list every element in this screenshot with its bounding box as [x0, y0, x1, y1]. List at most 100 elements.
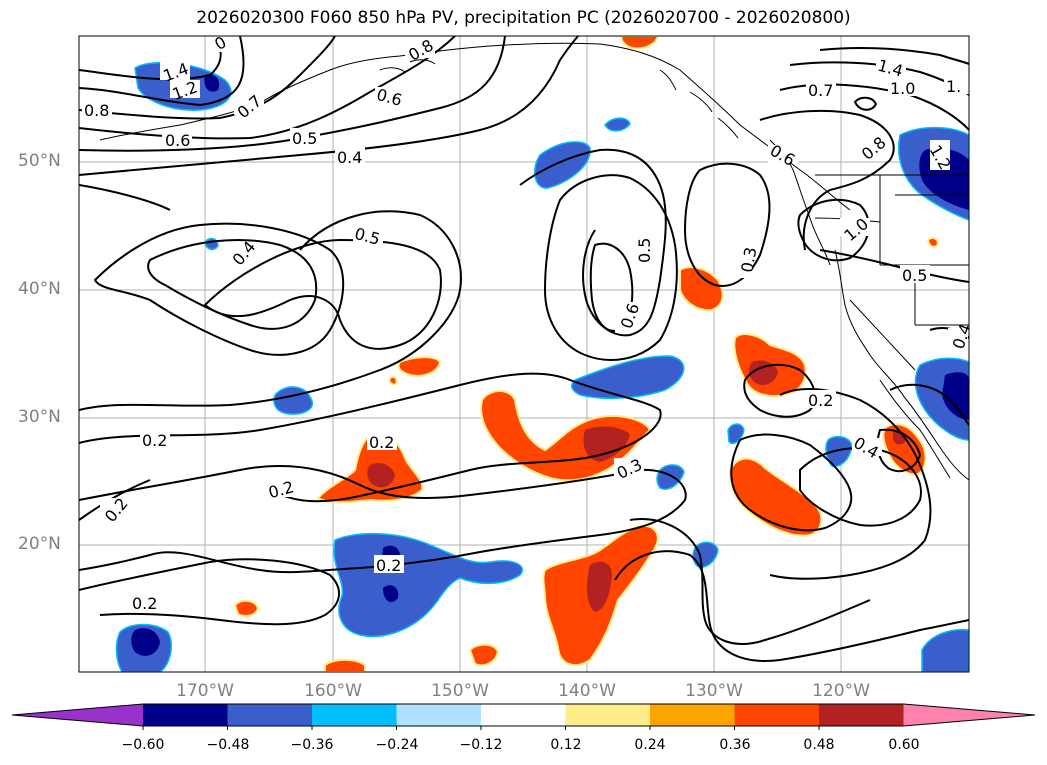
pv-contour [797, 198, 870, 262]
lon-label: 150°W [431, 681, 489, 701]
colorbar-segment [227, 704, 313, 726]
contour-label: 0.5 [635, 238, 654, 263]
us-west-coast [834, 249, 969, 481]
precip-blob [570, 355, 685, 400]
pv-contour [799, 447, 922, 527]
pv-contour [769, 387, 932, 580]
pv-contour [79, 36, 579, 176]
lat-label: 50°N [18, 151, 61, 171]
precip-core [367, 463, 395, 488]
colorbar-tick-label: −0.24 [375, 737, 419, 753]
colorbar [11, 703, 1036, 730]
pv-contour [743, 363, 817, 418]
precip-blob [397, 356, 442, 377]
lon-label: 170°W [176, 681, 234, 701]
precip-core [942, 372, 969, 420]
colorbar-tick-label: 0.36 [719, 737, 751, 753]
lon-label: 140°W [558, 681, 616, 701]
contour-label: 0.7 [808, 81, 833, 100]
colorbar-segment [312, 704, 397, 726]
contour-label: 0.2 [369, 433, 394, 452]
contour-label: 0.2 [376, 556, 401, 575]
precip-blob [388, 375, 398, 386]
precip-blob [921, 628, 969, 672]
precip-blob [273, 386, 314, 415]
pv-contour [79, 36, 456, 140]
precip-core [131, 628, 160, 656]
colorbar-segment [565, 704, 651, 726]
pv-contour [79, 36, 506, 152]
lon-label: 160°W [304, 681, 362, 701]
colorbar-segment [396, 704, 482, 726]
precip-blob [926, 236, 940, 248]
colorbar-segment [650, 704, 735, 726]
colorbar-tick-label: 0.48 [803, 737, 835, 753]
precip-blob [604, 117, 631, 132]
contour-label: 0.5 [902, 266, 927, 285]
pv-contour [203, 238, 442, 350]
colorbar-segment [819, 704, 904, 726]
precip-core [583, 426, 630, 462]
colorbar-extend-low [12, 704, 143, 726]
precip-blob [233, 599, 260, 617]
contour-label: 0.2 [132, 594, 157, 613]
pv-contour [79, 372, 662, 503]
baja [879, 379, 951, 479]
pv-contour [819, 46, 969, 65]
pv-contour [853, 96, 878, 111]
map-title: 2026020300 F060 850 hPa PV, precipitatio… [196, 8, 851, 28]
precip-core [587, 561, 612, 612]
pv-contour [79, 558, 340, 626]
colorbar-tick-label: 0.60 [888, 737, 920, 753]
precip-blob [727, 423, 745, 444]
colorbar-tick-label: −0.36 [290, 737, 334, 753]
lat-label: 40°N [18, 279, 61, 299]
contour-labels: 1.4 1.2 0.8 0.6 0.7 0.5 0.4 0.8 0.6 0.5 … [82, 36, 976, 613]
contour-label: 0.3 [737, 246, 760, 274]
precip-blob [533, 141, 591, 189]
precip-blob [728, 457, 823, 537]
lat-label: 20°N [18, 534, 61, 554]
pv-contour [147, 239, 318, 330]
contour-label: 1.0 [890, 79, 915, 98]
colorbar-tick-label: −0.48 [206, 737, 250, 753]
pv-contour [93, 222, 345, 356]
precip-blob [324, 658, 366, 672]
contour-label: 0.2 [808, 391, 833, 410]
lon-label: 130°W [685, 681, 743, 701]
precip-core [383, 585, 399, 603]
precip-core [204, 74, 220, 92]
colorbar-tick-label: 0.24 [634, 737, 666, 753]
precip-blob [468, 643, 500, 667]
pv-contour [79, 465, 687, 574]
pv-contour [79, 148, 667, 337]
pv-contours [79, 36, 969, 662]
colorbar-extend-high [903, 704, 1035, 726]
lat-label: 30°N [18, 407, 61, 427]
contour-label: 0.8 [84, 101, 109, 120]
pv-contour [543, 174, 678, 361]
precip-blob [620, 36, 660, 50]
pv-contour [629, 518, 871, 645]
contour-label: 0.4 [949, 321, 976, 351]
contour-label: 0.6 [165, 131, 190, 150]
colorbar-tick-label: −0.60 [121, 737, 165, 753]
map-content: 1.4 1.2 0.8 0.6 0.7 0.5 0.4 0.8 0.6 0.5 … [79, 36, 976, 672]
precip-core [749, 360, 778, 385]
contour-label: 1. [946, 77, 961, 96]
contour-label: 0.5 [292, 129, 317, 148]
precip-strong-positive [367, 360, 906, 612]
map-frame [78, 35, 970, 673]
pv-contour [79, 210, 462, 411]
colorbar-tick-label: 0.12 [550, 737, 582, 753]
contour-label: 0.4 [337, 148, 362, 167]
pv-contour [614, 550, 969, 662]
lon-label: 120°W [812, 681, 870, 701]
contour-label: 0.2 [142, 431, 167, 450]
colorbar-segment [734, 704, 820, 726]
colorbar-segment [143, 704, 228, 726]
precip-blob [679, 266, 724, 312]
colorbar-segment [481, 704, 566, 726]
pv-contour [889, 383, 969, 426]
